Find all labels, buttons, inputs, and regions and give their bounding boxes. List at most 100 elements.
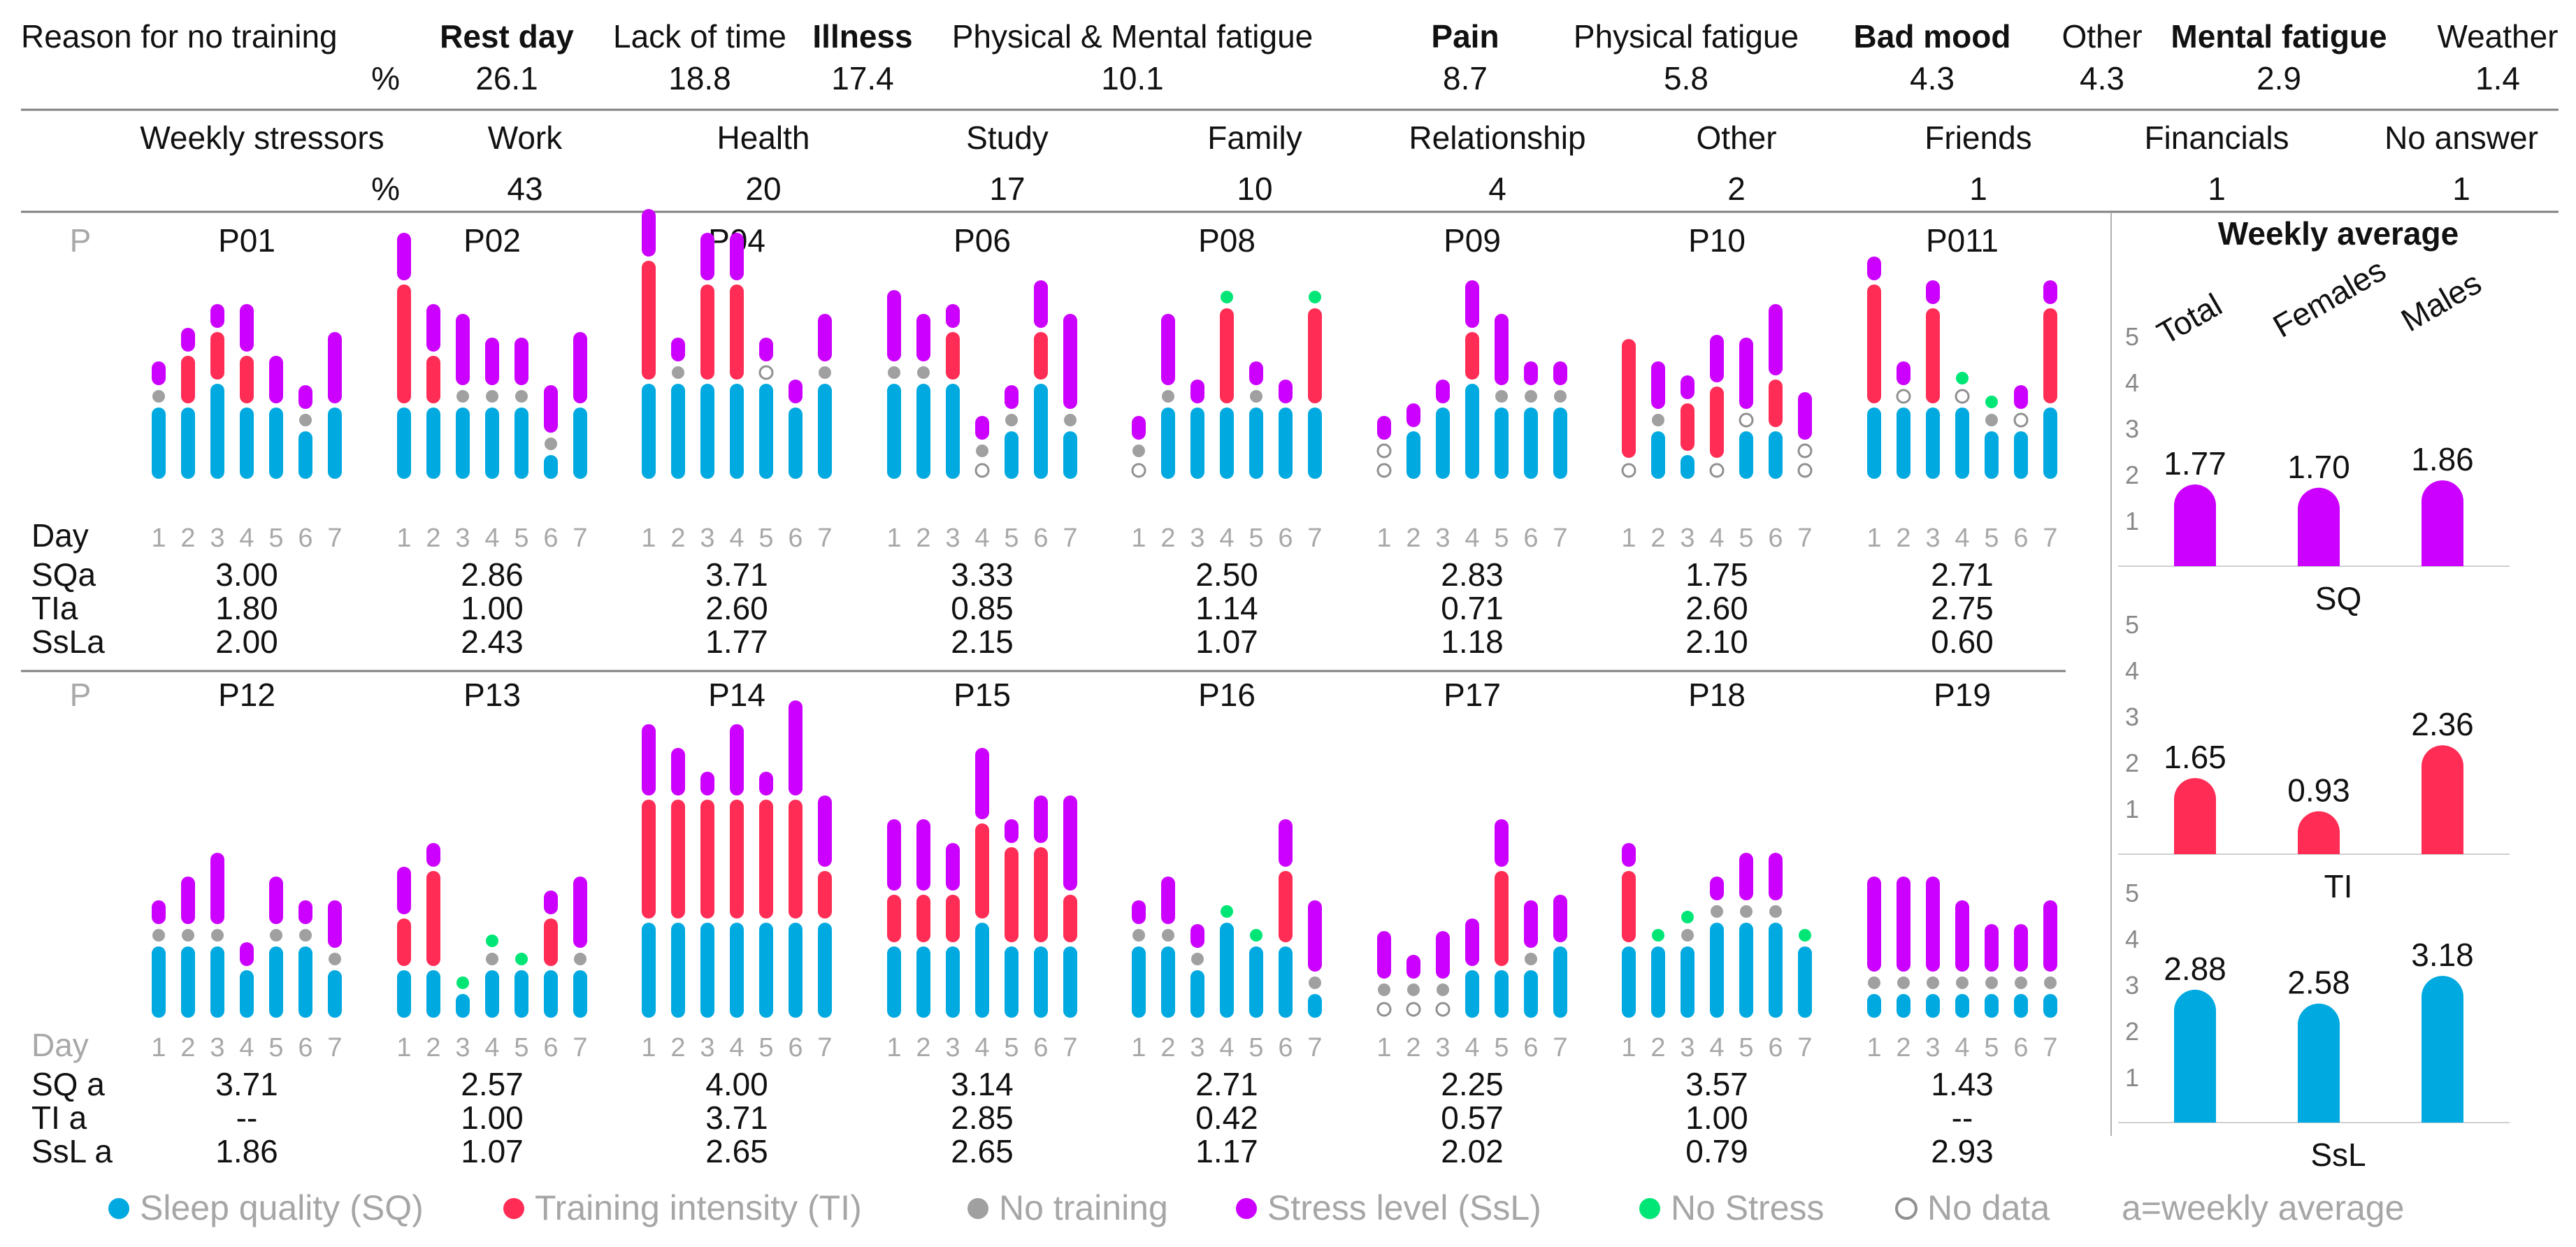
ssl-bar <box>1005 385 1019 409</box>
ti-bar <box>240 356 254 403</box>
ssl-bar <box>1279 819 1293 867</box>
ti-average: 2.60 <box>1685 590 1748 626</box>
no-data-marker <box>1797 463 1813 478</box>
reason-header: Rest day <box>440 18 574 55</box>
sq-bar <box>1622 946 1636 1018</box>
ssl-average: 2.43 <box>461 624 524 660</box>
ssl-bar <box>1034 280 1048 328</box>
no-stress-marker <box>1956 372 1969 384</box>
participant-id: P17 <box>1444 677 1501 713</box>
stressor-header: Financials <box>2144 120 2289 156</box>
day-tick-label: 6 <box>543 1033 558 1062</box>
average-bar <box>2422 745 2463 854</box>
sq-bar <box>671 923 685 1018</box>
day-tick-label: 4 <box>239 524 254 553</box>
day-tick-label: 1 <box>151 1033 166 1062</box>
ssl-bar <box>1710 877 1724 900</box>
average-bar <box>2174 989 2216 1123</box>
no-training-marker <box>1064 414 1077 426</box>
sq-bar <box>818 384 832 479</box>
reasons-pct-label: % <box>371 60 400 96</box>
ssl-bar <box>1769 304 1783 375</box>
ti-average: 0.71 <box>1441 590 1504 626</box>
ti-bar <box>426 356 440 403</box>
participant-id: P02 <box>463 222 521 259</box>
no-stress-marker <box>1652 929 1664 942</box>
row-label: TI a <box>31 1100 87 1136</box>
ti-bar <box>1063 895 1077 942</box>
day-tick-label: 5 <box>1984 524 1999 553</box>
ssl-bar <box>1406 955 1420 979</box>
sq-bar <box>485 408 499 479</box>
sq-bar <box>573 408 587 479</box>
day-tick-label: 4 <box>974 1033 989 1062</box>
sq-bar <box>269 408 283 479</box>
ti-bar <box>789 800 803 918</box>
ssl-bar <box>730 724 744 795</box>
ssl-average: 1.07 <box>1195 624 1258 660</box>
ssl-bar <box>975 416 989 440</box>
ti-bar <box>1465 332 1479 380</box>
ssl-bar <box>1063 314 1077 409</box>
legend-marker <box>1639 1198 1660 1219</box>
no-stress-marker <box>486 935 498 947</box>
no-training-marker <box>1897 976 1910 989</box>
reason-value: 1.4 <box>2475 60 2520 96</box>
sq-average: 2.71 <box>1195 1066 1258 1102</box>
ssl-bar <box>544 891 558 914</box>
day-tick-label: 2 <box>180 524 195 553</box>
ssl-bar <box>1955 900 1969 972</box>
reasons-label: Reason for no training <box>21 18 338 55</box>
sq-average: 2.50 <box>1195 556 1258 593</box>
ssl-average: 2.15 <box>951 624 1014 660</box>
day-tick-label: 7 <box>573 524 587 553</box>
average-value-label: 1.86 <box>2411 441 2474 477</box>
sq-bar <box>426 408 440 479</box>
no-stress-marker <box>515 953 528 965</box>
day-tick-label: 1 <box>1131 524 1146 553</box>
participant-id: P06 <box>954 222 1011 259</box>
day-tick-label: 4 <box>1465 1033 1479 1062</box>
sq-average: 2.86 <box>461 556 524 593</box>
participant-id: P10 <box>1688 222 1746 259</box>
sq-bar <box>975 923 989 1018</box>
group-label: Males <box>2395 264 2487 338</box>
ssl-bar <box>887 819 901 891</box>
average-value-label: 2.36 <box>2411 706 2474 742</box>
average-bar <box>2174 778 2216 854</box>
day-tick-label: 3 <box>700 524 714 553</box>
day-tick-label: 3 <box>1925 1033 1940 1062</box>
no-training-marker <box>1554 390 1567 403</box>
day-tick-label: 6 <box>2013 1033 2028 1062</box>
sq-bar <box>1769 431 1783 479</box>
no-training-marker <box>486 390 498 403</box>
no-training-marker <box>672 366 684 379</box>
y-tick-label: 3 <box>2125 415 2139 443</box>
ti-average: 0.57 <box>1441 1100 1504 1136</box>
day-tick-label: 3 <box>210 524 224 553</box>
ssl-bar <box>1897 361 1911 385</box>
reason-header: Other <box>2061 18 2142 55</box>
ti-average: 1.00 <box>461 1100 524 1136</box>
ti-bar <box>1495 871 1509 966</box>
sq-average: 3.71 <box>705 556 768 593</box>
ti-average: 0.85 <box>951 590 1014 626</box>
average-value-label: 2.58 <box>2287 965 2350 1001</box>
ssl-bar <box>946 304 960 328</box>
ssl-average: 2.65 <box>951 1133 1014 1169</box>
sq-bar <box>1867 408 1881 479</box>
stressor-header: No answer <box>2384 120 2538 156</box>
ti-bar <box>730 284 744 380</box>
stressor-header: Friends <box>1924 120 2031 156</box>
ssl-bar <box>671 338 685 361</box>
sq-bar <box>298 946 312 1018</box>
y-tick-label: 5 <box>2125 322 2139 351</box>
no-training-marker <box>1711 905 1723 918</box>
ssl-bar <box>1377 931 1391 979</box>
ssl-bar <box>1495 314 1509 385</box>
day-tick-label: 5 <box>1494 524 1509 553</box>
day-tick-label: 4 <box>1955 524 1969 553</box>
day-tick-label: 2 <box>1160 524 1175 553</box>
no-stress-marker <box>1309 291 1321 303</box>
ssl-bar <box>1132 416 1146 440</box>
